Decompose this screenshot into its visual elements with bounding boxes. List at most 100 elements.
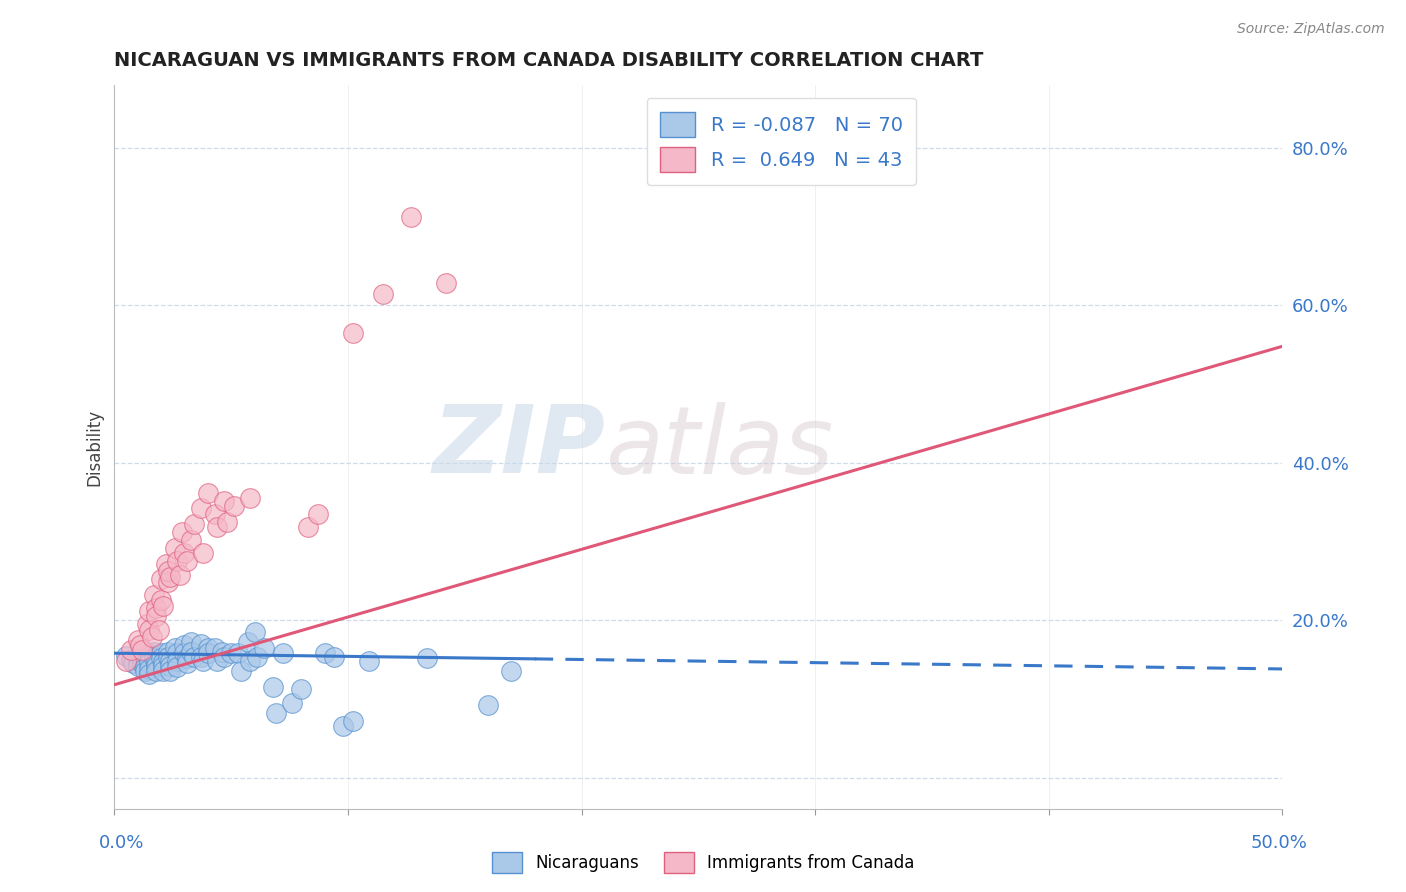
Point (176, 656, 198, 670)
Point (159, 658, 181, 673)
Text: NICARAGUAN VS IMMIGRANTS FROM CANADA DISABILITY CORRELATION CHART: NICARAGUAN VS IMMIGRANTS FROM CANADA DIS… (114, 51, 984, 70)
Point (152, 658, 174, 673)
Point (219, 646, 242, 660)
Point (271, 646, 294, 660)
Point (150, 572, 173, 586)
Text: 50.0%: 50.0% (1251, 834, 1308, 852)
Point (191, 654, 214, 668)
Point (253, 640, 276, 655)
Point (180, 533, 202, 547)
Point (120, 652, 142, 666)
Point (434, 277, 457, 291)
Point (122, 657, 145, 671)
Point (226, 646, 249, 660)
Point (212, 650, 235, 665)
Point (157, 645, 180, 659)
Point (138, 646, 160, 660)
Point (297, 520, 319, 534)
Point (127, 654, 149, 668)
Point (180, 635, 202, 649)
Point (152, 655, 174, 669)
Point (281, 696, 304, 710)
Point (239, 654, 262, 668)
Text: 0.0%: 0.0% (98, 834, 143, 852)
Point (166, 654, 188, 668)
Point (204, 507, 226, 521)
Point (138, 623, 160, 637)
Point (159, 570, 181, 584)
Point (416, 651, 439, 665)
Point (332, 719, 354, 733)
Point (229, 665, 252, 679)
Point (120, 643, 142, 657)
Point (150, 593, 173, 607)
Point (138, 662, 160, 676)
Point (143, 588, 166, 602)
Point (138, 604, 160, 618)
Point (239, 491, 262, 506)
Point (159, 664, 181, 678)
Point (159, 654, 181, 668)
Point (165, 541, 187, 555)
Point (134, 665, 156, 679)
Point (190, 650, 212, 665)
Point (211, 645, 233, 659)
Point (131, 643, 153, 657)
Point (115, 648, 138, 663)
Point (157, 565, 180, 579)
Point (131, 657, 153, 671)
Legend: Nicaraguans, Immigrants from Canada: Nicaraguans, Immigrants from Canada (485, 846, 921, 880)
Point (138, 652, 160, 666)
Point (115, 654, 138, 668)
Point (131, 651, 153, 665)
Point (371, 286, 394, 301)
Point (176, 651, 198, 665)
Point (197, 646, 219, 660)
Text: Source: ZipAtlas.com: Source: ZipAtlas.com (1237, 22, 1385, 37)
Point (141, 631, 163, 645)
Point (342, 326, 364, 340)
Point (183, 517, 205, 532)
Point (243, 624, 266, 639)
Point (145, 601, 167, 615)
Point (183, 650, 205, 665)
Point (166, 554, 188, 568)
Point (236, 635, 259, 649)
Point (145, 609, 167, 624)
Point (212, 493, 235, 508)
Point (169, 567, 191, 582)
Point (173, 546, 195, 560)
Point (190, 501, 212, 516)
Point (143, 651, 166, 665)
Point (307, 507, 329, 521)
Point (145, 665, 167, 679)
Point (150, 646, 173, 660)
Point (190, 637, 212, 651)
Text: ZIP: ZIP (432, 401, 605, 493)
Point (180, 645, 202, 659)
Point (215, 515, 238, 529)
Point (152, 599, 174, 613)
Point (197, 640, 219, 655)
Point (191, 546, 214, 560)
Point (166, 646, 188, 660)
Point (246, 650, 269, 665)
Point (205, 654, 228, 668)
Point (138, 666, 160, 681)
Point (172, 524, 194, 539)
Point (129, 638, 152, 652)
Point (222, 499, 245, 513)
Point (314, 646, 336, 660)
Point (152, 664, 174, 678)
Point (357, 654, 380, 668)
Point (204, 640, 226, 655)
Point (323, 650, 346, 665)
Point (127, 632, 149, 647)
Point (148, 623, 170, 637)
Point (290, 682, 312, 697)
Point (166, 660, 188, 674)
Point (136, 617, 159, 632)
Point (143, 645, 166, 659)
Point (173, 638, 195, 652)
Y-axis label: Disability: Disability (86, 409, 103, 485)
